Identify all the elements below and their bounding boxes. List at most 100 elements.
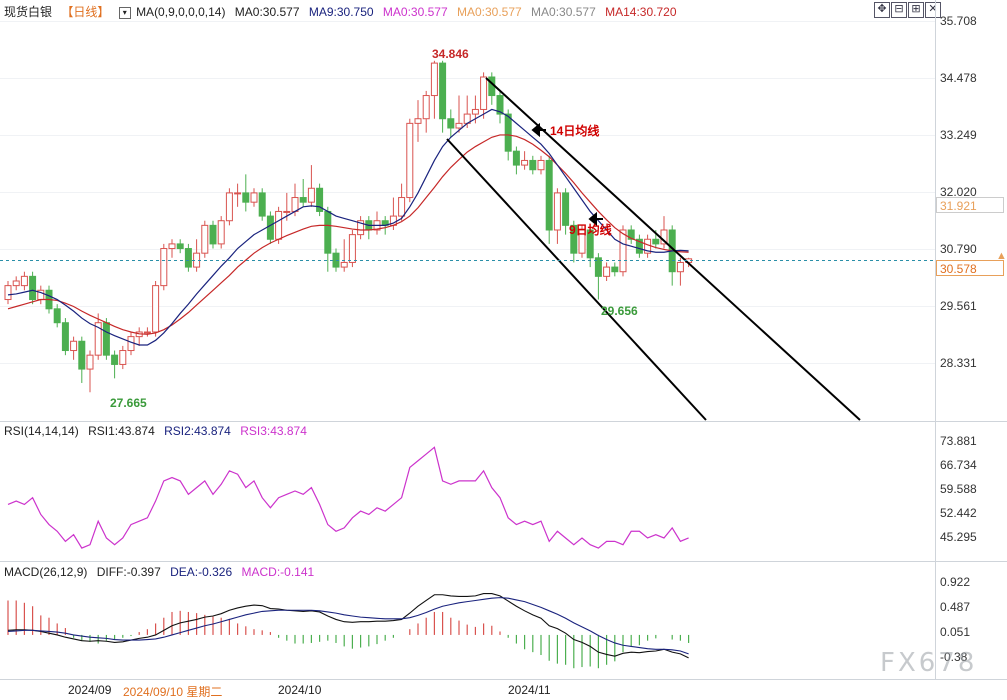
candle-body — [184, 248, 192, 268]
candle-body — [201, 224, 209, 254]
candle-body — [422, 95, 430, 120]
candle-body — [676, 261, 684, 273]
channel-upper-line — [485, 77, 861, 421]
date-cursor-label: 2024/09/10 星期二 — [123, 685, 223, 699]
ma-dropdown-icon[interactable]: ▾ — [118, 6, 131, 19]
candle-body — [340, 261, 348, 268]
candle-body — [603, 266, 611, 277]
price-alert-icon[interactable]: ▲ — [996, 250, 1007, 262]
candle-body — [537, 159, 545, 171]
candle-body — [143, 331, 151, 334]
candle-body — [94, 322, 102, 356]
candle-body — [275, 210, 283, 240]
candle-body — [627, 229, 635, 240]
grid-lines — [0, 21, 935, 364]
candle-body — [160, 248, 168, 287]
candle-body — [619, 229, 627, 273]
candle-body — [127, 336, 135, 352]
candle-body — [635, 238, 643, 254]
rsi-tick: 73.881 — [940, 434, 977, 448]
candle-body — [119, 350, 127, 365]
candle-body — [225, 192, 233, 222]
ma14-value: MA14:30.720 — [605, 5, 677, 19]
macd-tick: 0.051 — [940, 625, 971, 639]
rsi-tick: 59.588 — [940, 482, 977, 496]
candle-body — [4, 285, 12, 301]
candle-body — [316, 187, 324, 212]
candle-body — [406, 122, 414, 199]
rsi1-value: RSI1:43.874 — [88, 424, 155, 438]
ma9-value: MA9:30.750 — [308, 5, 374, 19]
watermark-logo: FX678 — [880, 648, 978, 678]
candle-body — [291, 197, 299, 212]
last-price-tag: 30.578 — [936, 260, 1004, 276]
candle-body — [357, 220, 365, 236]
candle-body — [529, 159, 537, 171]
price-tick: 35.708 — [940, 14, 977, 28]
macd-tick: -0.38 — [940, 650, 968, 664]
trend-channel — [446, 77, 861, 421]
rsi-tick: 66.734 — [940, 458, 977, 472]
candle-body — [586, 229, 594, 259]
macd-value: MACD:-0.141 — [241, 565, 315, 579]
candle-body — [20, 275, 28, 287]
candle-body — [348, 234, 356, 263]
ma9-arrow — [588, 211, 603, 227]
price-tick: 30.790 — [940, 242, 977, 256]
price-tick: 34.478 — [940, 71, 977, 85]
expand-icon[interactable]: ⊞ — [908, 2, 924, 18]
candle-body — [217, 220, 225, 245]
candle-body — [521, 159, 529, 166]
high-price-tag: 31.921 — [936, 197, 1004, 213]
candle-body — [471, 108, 479, 115]
zoom-icon[interactable]: ⊟ — [891, 2, 907, 18]
macd-header: MACD(26,12,9) DIFF:-0.397 DEA:-0.326 MAC… — [4, 565, 320, 579]
close-icon[interactable]: ✕ — [925, 2, 941, 18]
candle-body — [562, 192, 570, 226]
ma0-value-c: MA0:30.577 — [456, 5, 522, 19]
low-label-sep: 27.665 — [110, 396, 147, 410]
candle-body — [455, 122, 463, 129]
candle-body — [168, 243, 176, 250]
candle-body — [209, 224, 217, 245]
candle-body — [439, 62, 447, 120]
price-tick: 33.249 — [940, 128, 977, 142]
candle-body — [176, 243, 184, 250]
macd-tick: 0.487 — [940, 600, 971, 614]
candle-body — [652, 238, 660, 245]
candle-body — [324, 210, 332, 254]
candle-body — [480, 76, 488, 110]
candle-body — [111, 354, 119, 365]
candle-body — [53, 308, 61, 324]
ma9-line — [7, 108, 689, 346]
candle-body — [29, 275, 37, 301]
move-icon[interactable]: ✥ — [874, 2, 890, 18]
candle-body — [578, 229, 586, 254]
chart-header: 现货白银 【日线】 ▾ MA(0,9,0,0,0,14) MA0:30.577 … — [4, 3, 683, 19]
ma0-value-d: MA0:30.577 — [531, 5, 596, 19]
low-label-nov: 29.656 — [601, 304, 638, 318]
candle-body — [86, 354, 94, 370]
channel-lower-line — [446, 138, 707, 421]
rsi3-value: RSI3:43.874 — [240, 424, 307, 438]
rsi-tick: 52.442 — [940, 506, 977, 520]
candle-body — [250, 192, 258, 203]
macd-tick: 0.922 — [940, 575, 971, 589]
dea-line — [7, 597, 689, 655]
period-selector[interactable]: 【日线】 — [61, 5, 110, 19]
high-label: 34.846 — [432, 47, 469, 61]
candle-body — [570, 224, 578, 254]
date-label-oct: 2024/10 — [278, 683, 322, 697]
candle-body — [283, 210, 291, 213]
macd-params: MACD(26,12,9) — [4, 565, 88, 579]
diff-line — [7, 593, 689, 659]
candle-body — [307, 187, 315, 203]
rsi2-value: RSI2:43.874 — [164, 424, 231, 438]
candle-body — [496, 95, 504, 115]
candle-body — [430, 62, 438, 97]
ma14-arrow — [531, 122, 546, 138]
candle-body — [611, 266, 619, 273]
rsi-line — [7, 446, 689, 549]
rsi-params: RSI(14,14,14) — [4, 424, 79, 438]
